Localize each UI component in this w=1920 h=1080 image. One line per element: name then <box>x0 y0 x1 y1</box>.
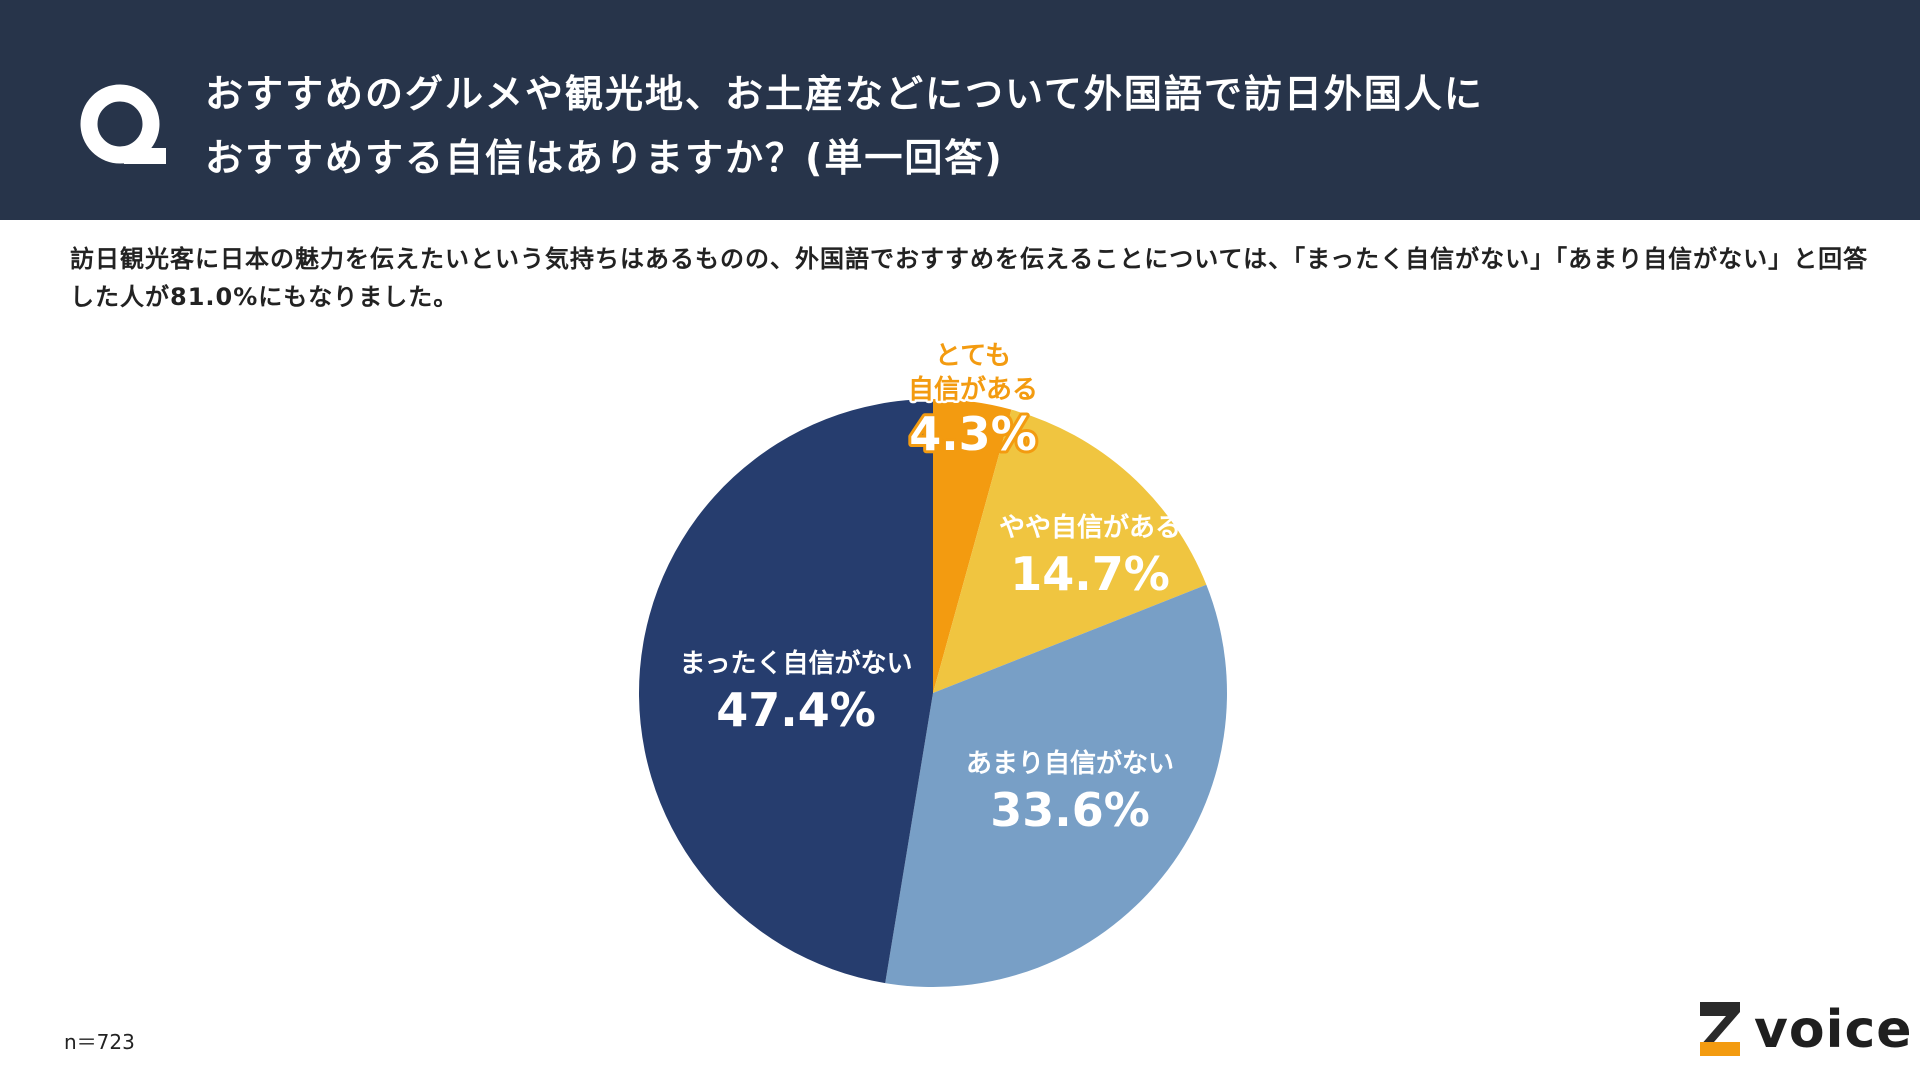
question-header: Q おすすめのグルメや観光地、お土産などについて外国語で訪日外国人に おすすめす… <box>0 0 1920 220</box>
q-icon: Q <box>80 84 166 164</box>
question-line-2: おすすめする自信はありますか？(単一回答) <box>205 136 1004 180</box>
slice-label-4-line-1: まったく自信がない <box>680 648 913 679</box>
slice-label-2-line-1: やや自信がある <box>999 512 1181 543</box>
slice-label-3-line-1: あまり自信がない <box>966 748 1174 779</box>
slice-value-2: 14.7% <box>1010 547 1170 601</box>
slice-value-3: 33.6% <box>990 783 1150 837</box>
sample-size: n＝723 <box>64 1030 135 1054</box>
slice-label-1-line-1: とても <box>935 341 1011 371</box>
slice-value-4: 47.4% <box>716 683 876 737</box>
pie-slice-4 <box>638 399 933 984</box>
description-text: 訪日観光客に日本の魅力を伝えたいという気持ちはあるものの、外国語でおすすめを伝え… <box>70 245 1869 311</box>
voice-logo: voice <box>1696 998 1912 1060</box>
pie-slice-1 <box>933 399 1012 693</box>
pie-slice-3 <box>885 584 1227 987</box>
question-line-1: おすすめのグルメや観光地、お土産などについて外国語で訪日外国人に <box>205 72 1484 116</box>
question-title: おすすめのグルメや観光地、お土産などについて外国語で訪日外国人に おすすめする自… <box>205 62 1855 190</box>
logo-text: voice <box>1754 1000 1913 1060</box>
slice-label-1-line-2: 自信がある <box>908 374 1038 405</box>
slice-value-1: 4.3% <box>909 407 1037 461</box>
pie-slice-2 <box>933 409 1207 693</box>
z-logo-mark <box>1700 1002 1740 1056</box>
